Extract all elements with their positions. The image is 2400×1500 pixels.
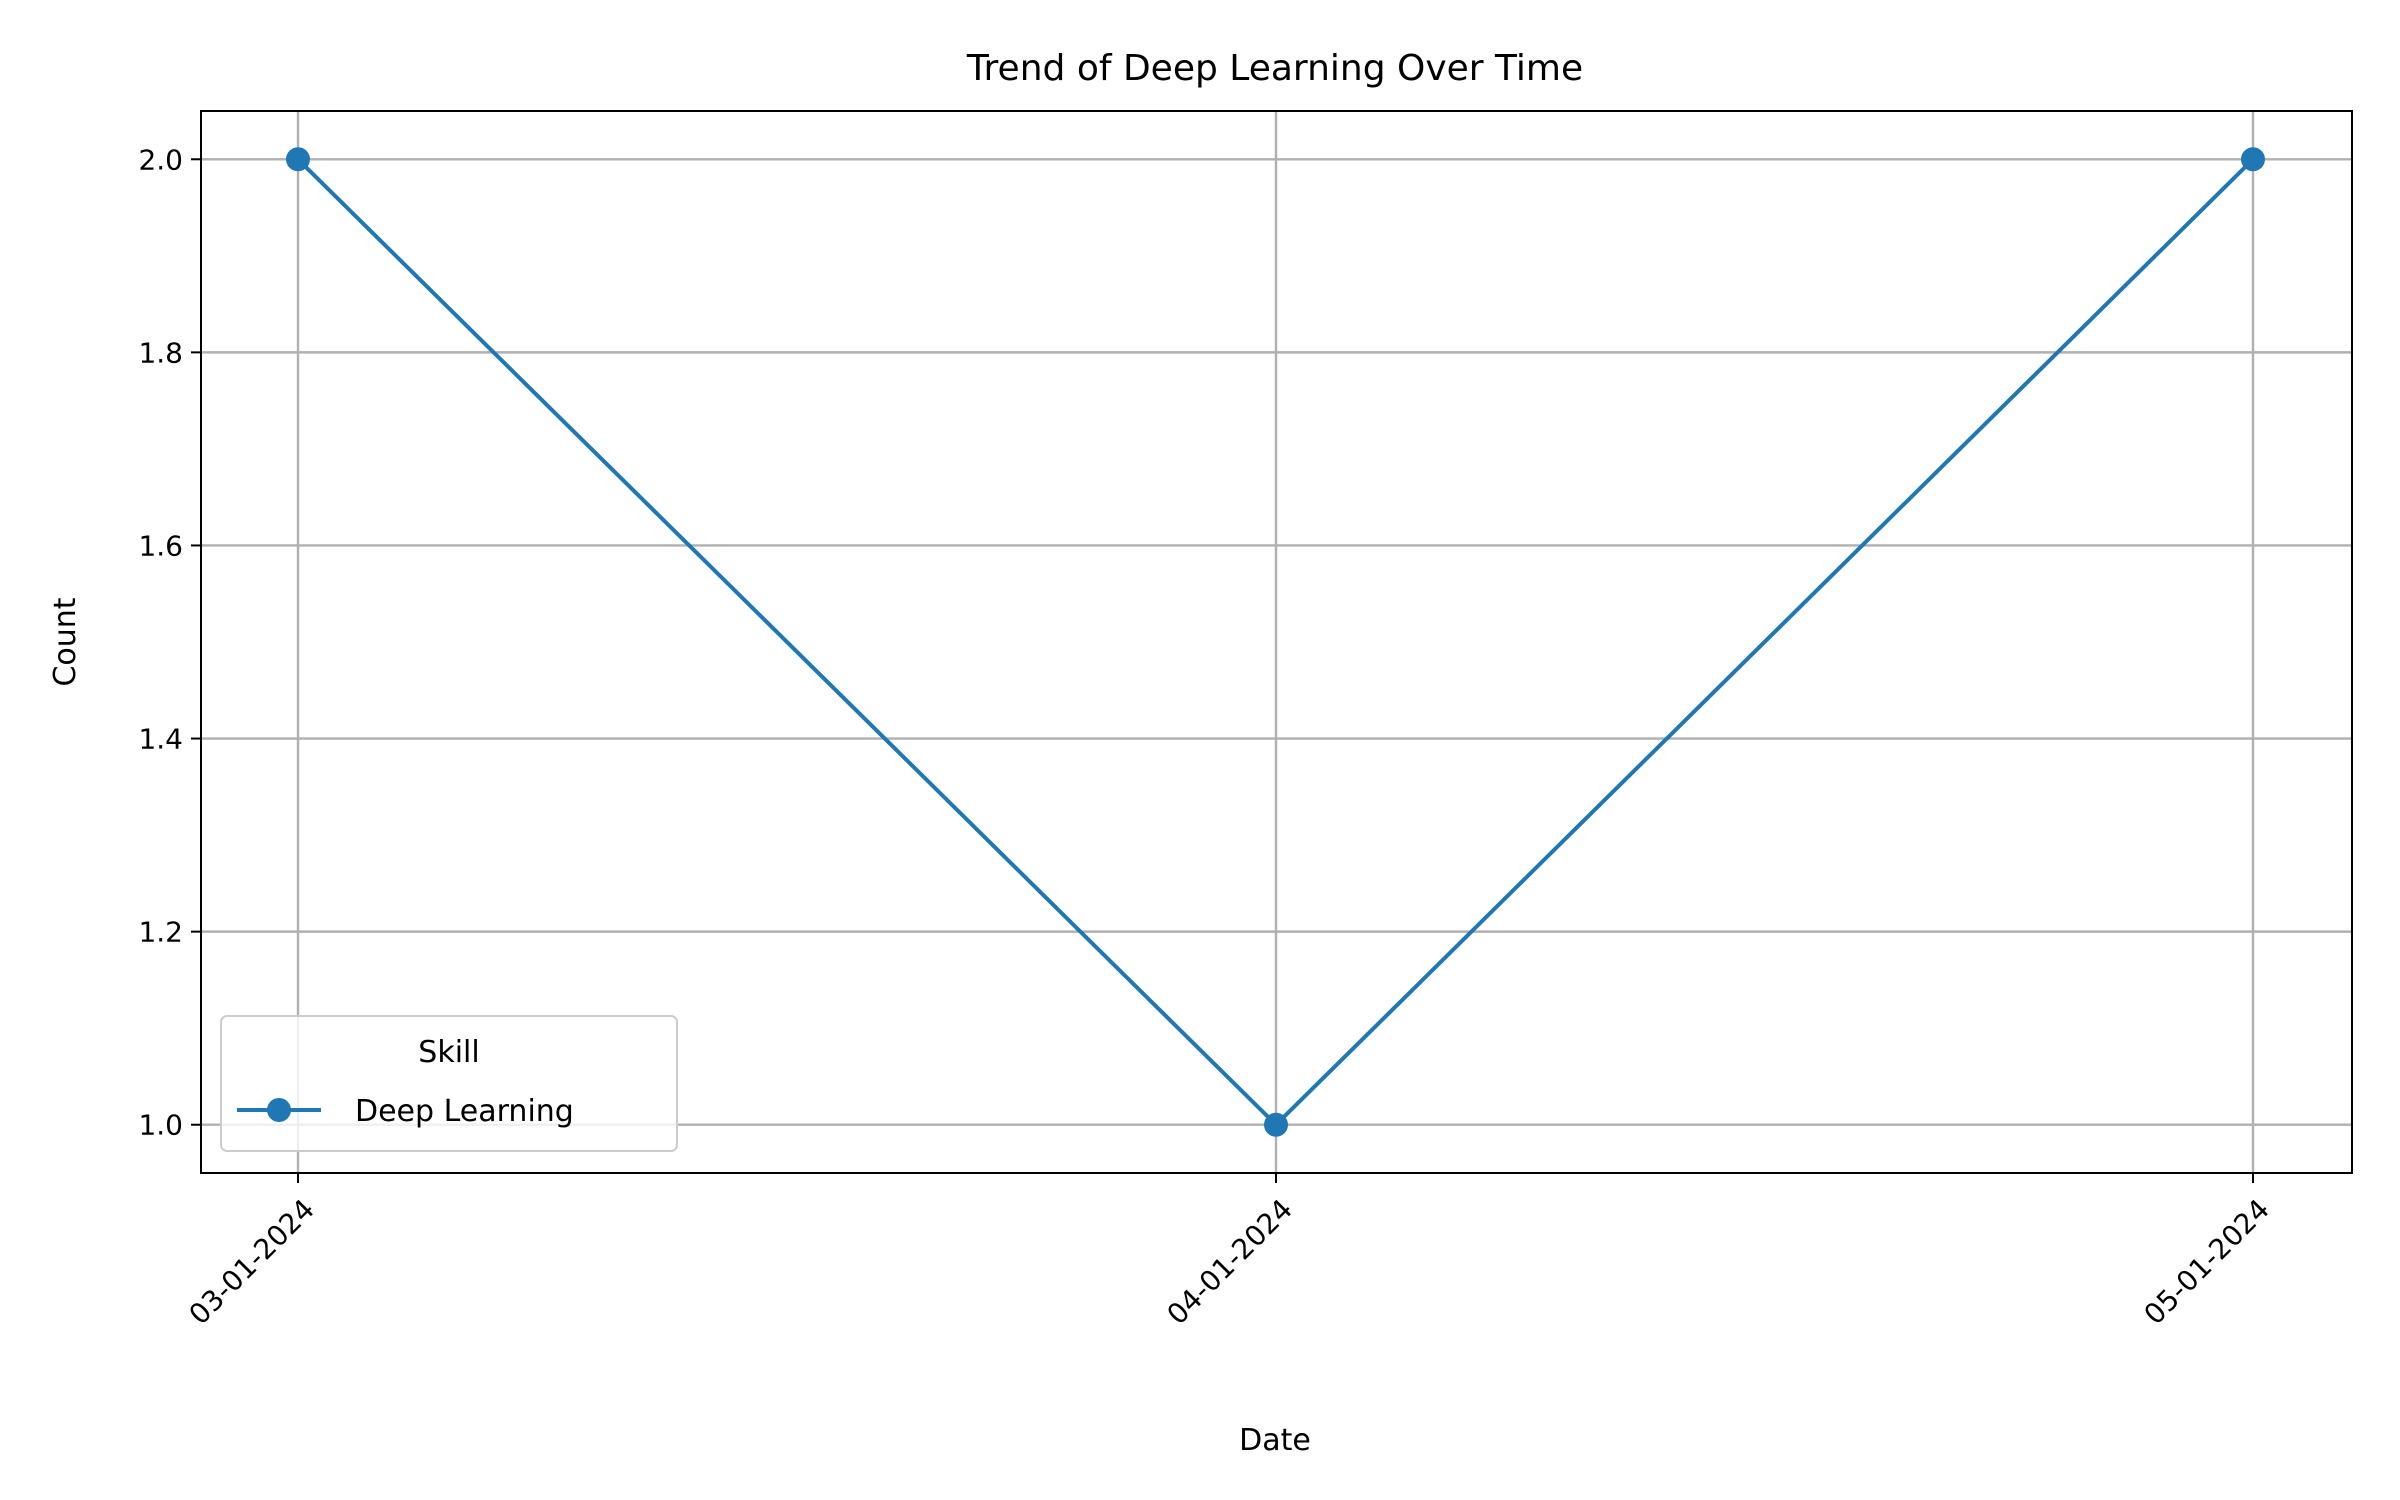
series-layer xyxy=(286,147,2265,1137)
legend-marker-swatch xyxy=(267,1098,291,1122)
data-point xyxy=(1264,1112,1288,1137)
y-tick-label: 1.2 xyxy=(138,916,183,949)
chart-title: Trend of Deep Learning Over Time xyxy=(966,48,1583,89)
y-tick-label: 1.6 xyxy=(138,529,183,562)
y-axis-label: Count xyxy=(48,597,83,686)
y-tick-label: 2.0 xyxy=(138,143,183,176)
legend: Skill Deep Learning xyxy=(220,1015,678,1152)
legend-entry-deep-learning: Deep Learning xyxy=(355,1094,574,1129)
x-axis-label: Date xyxy=(1239,1423,1311,1458)
legend-title: Skill xyxy=(418,1035,479,1070)
data-point xyxy=(286,147,310,172)
data-point xyxy=(2241,147,2265,172)
y-tick-label: 1.8 xyxy=(138,336,183,369)
y-tick-label: 1.0 xyxy=(138,1109,183,1142)
y-tick-label: 1.4 xyxy=(138,723,183,756)
legend-box xyxy=(220,1015,678,1152)
